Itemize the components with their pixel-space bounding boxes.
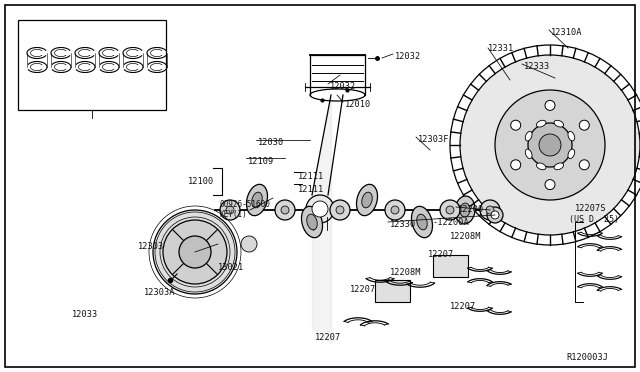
Text: (US D. 25): (US D. 25) <box>569 215 619 224</box>
Circle shape <box>579 120 589 130</box>
Circle shape <box>446 206 454 214</box>
Circle shape <box>545 180 555 190</box>
Text: 12032: 12032 <box>395 52 421 61</box>
Ellipse shape <box>568 131 575 141</box>
Circle shape <box>153 210 237 294</box>
Text: 12030: 12030 <box>258 138 284 147</box>
Text: 12331: 12331 <box>488 44 515 53</box>
Circle shape <box>487 207 503 223</box>
Ellipse shape <box>536 163 546 170</box>
Text: 12207: 12207 <box>450 302 476 311</box>
Text: 12208M: 12208M <box>450 232 481 241</box>
Circle shape <box>511 120 521 130</box>
Circle shape <box>545 100 555 110</box>
Text: 12033: 12033 <box>72 310 98 319</box>
Circle shape <box>241 236 257 252</box>
Text: 12207: 12207 <box>315 333 341 342</box>
Bar <box>433 255 468 277</box>
Circle shape <box>391 206 399 214</box>
Text: 13021: 13021 <box>218 263 244 272</box>
Circle shape <box>163 220 227 284</box>
Ellipse shape <box>525 131 532 141</box>
Text: 12111: 12111 <box>298 185 324 194</box>
Circle shape <box>275 200 295 220</box>
Text: 12333: 12333 <box>524 62 550 71</box>
Circle shape <box>480 200 500 220</box>
Text: 12111: 12111 <box>298 172 324 181</box>
Circle shape <box>440 200 460 220</box>
Circle shape <box>495 90 605 200</box>
Text: 12303A: 12303A <box>144 288 175 297</box>
Ellipse shape <box>455 196 475 224</box>
Text: 12310A: 12310A <box>551 28 582 37</box>
Ellipse shape <box>412 206 433 238</box>
Ellipse shape <box>252 192 262 208</box>
Circle shape <box>312 201 328 217</box>
Ellipse shape <box>460 203 470 217</box>
Text: KEY(1): KEY(1) <box>220 210 248 219</box>
Ellipse shape <box>301 206 323 238</box>
Ellipse shape <box>554 120 564 127</box>
Text: 12100: 12100 <box>188 177 214 186</box>
Ellipse shape <box>554 163 564 170</box>
Text: 12010: 12010 <box>345 100 371 109</box>
Text: 12303F: 12303F <box>418 135 449 144</box>
Text: 12207: 12207 <box>428 250 454 259</box>
Text: 12208M: 12208M <box>390 268 422 277</box>
Circle shape <box>330 200 350 220</box>
Circle shape <box>226 206 234 214</box>
Text: 12303: 12303 <box>138 242 164 251</box>
Circle shape <box>528 123 572 167</box>
Circle shape <box>539 134 561 156</box>
Text: 12200: 12200 <box>458 205 484 214</box>
Text: 12207: 12207 <box>350 285 376 294</box>
Text: 12330: 12330 <box>390 220 416 229</box>
Text: 12032: 12032 <box>330 82 356 91</box>
Bar <box>375 280 410 302</box>
Circle shape <box>460 55 640 235</box>
Circle shape <box>486 206 494 214</box>
Circle shape <box>336 206 344 214</box>
Circle shape <box>179 236 211 268</box>
Circle shape <box>450 45 640 245</box>
Circle shape <box>306 195 334 223</box>
Text: 00926-51600: 00926-51600 <box>220 200 271 209</box>
Text: -12200A: -12200A <box>432 218 468 227</box>
Ellipse shape <box>362 192 372 208</box>
Ellipse shape <box>536 120 546 127</box>
Ellipse shape <box>356 185 378 216</box>
Bar <box>18 20 166 110</box>
Ellipse shape <box>525 149 532 158</box>
Text: 12207S: 12207S <box>575 204 607 213</box>
Text: R120003J: R120003J <box>566 353 608 362</box>
Circle shape <box>491 211 499 219</box>
Circle shape <box>220 200 240 220</box>
Ellipse shape <box>246 185 268 216</box>
Ellipse shape <box>417 214 428 230</box>
Circle shape <box>579 160 589 170</box>
Ellipse shape <box>568 149 575 158</box>
Text: 12109: 12109 <box>248 157 275 166</box>
Circle shape <box>511 160 521 170</box>
Circle shape <box>385 200 405 220</box>
Circle shape <box>281 206 289 214</box>
Ellipse shape <box>307 214 317 230</box>
